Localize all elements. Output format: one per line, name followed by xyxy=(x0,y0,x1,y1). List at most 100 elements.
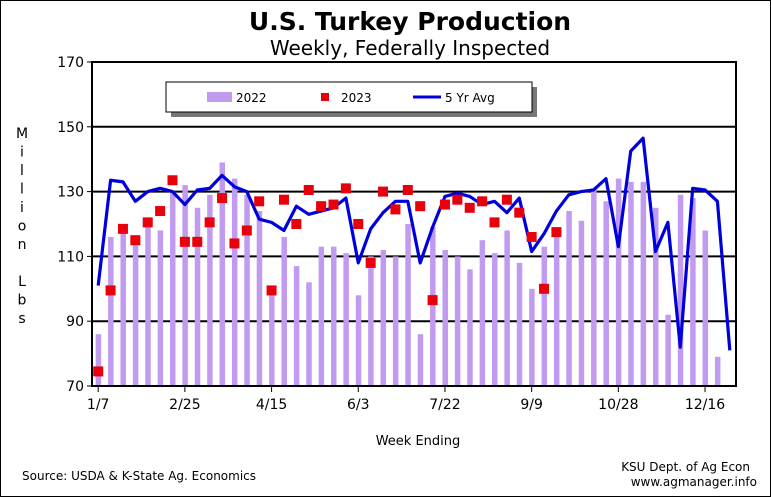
bar xyxy=(430,227,436,386)
x-tick-label: 6/3 xyxy=(347,397,370,413)
bar xyxy=(566,211,572,386)
data-point xyxy=(452,194,463,205)
bar xyxy=(714,356,721,386)
bar xyxy=(269,285,275,386)
plot-border xyxy=(91,61,737,387)
data-point xyxy=(464,202,475,213)
data-point xyxy=(204,217,215,228)
data-point xyxy=(353,219,364,229)
series-line xyxy=(96,136,732,351)
bar xyxy=(653,207,659,386)
bar xyxy=(690,198,696,386)
bar xyxy=(219,162,226,386)
data-point xyxy=(316,201,327,212)
bar xyxy=(182,185,188,386)
x-tick-label: 2/25 xyxy=(169,397,200,413)
y-label-letter: l xyxy=(20,163,24,179)
bar xyxy=(120,230,126,386)
data-point xyxy=(501,194,512,205)
y-tick-label: 170 xyxy=(57,55,84,71)
bar xyxy=(343,253,349,386)
data-point xyxy=(551,227,562,238)
y-tick-label: 90 xyxy=(66,314,84,330)
data-point xyxy=(93,366,104,377)
bar xyxy=(603,201,609,386)
data-point xyxy=(489,217,500,228)
bar xyxy=(417,334,424,386)
bar xyxy=(628,181,634,386)
bar xyxy=(368,256,374,386)
markers-2023 xyxy=(93,175,562,377)
x-tick-label: 7/22 xyxy=(429,397,460,413)
data-point xyxy=(266,285,277,296)
x-tick-label: 9/9 xyxy=(520,397,543,413)
data-point xyxy=(439,199,450,210)
y-label-letter: b xyxy=(18,293,27,309)
bar xyxy=(256,211,263,386)
legend-label-5yr: 5 Yr Avg xyxy=(445,91,495,105)
bar xyxy=(170,191,176,386)
bar xyxy=(331,246,337,386)
bar xyxy=(194,207,201,386)
y-axis-ticks: 70 90 110 130 150 170 xyxy=(57,55,92,395)
bar xyxy=(207,194,213,386)
data-point xyxy=(167,175,178,186)
bar xyxy=(231,178,238,386)
x-tick-label: 12/16 xyxy=(685,397,725,413)
data-point xyxy=(514,207,525,218)
data-point xyxy=(340,183,351,194)
data-point xyxy=(142,217,153,228)
bar xyxy=(529,288,535,386)
data-point xyxy=(427,295,438,306)
y-label-letter: i xyxy=(20,200,24,216)
bar xyxy=(306,282,312,386)
bar xyxy=(591,188,597,386)
bar xyxy=(467,269,473,386)
source-note: Source: USDA & K-State Ag. Economics xyxy=(22,469,256,483)
data-point xyxy=(278,194,289,205)
y-label-letter: o xyxy=(18,219,27,235)
data-point xyxy=(378,186,389,197)
legend-label-2023: 2023 xyxy=(341,91,372,105)
x-tick-label: 1/7 xyxy=(87,397,110,413)
bar xyxy=(405,224,411,386)
bar xyxy=(442,249,448,386)
bar xyxy=(355,295,362,386)
bar xyxy=(492,253,498,386)
line-5yr-avg xyxy=(96,136,732,351)
x-tick-label: 10/28 xyxy=(598,397,638,413)
bar xyxy=(615,178,622,386)
bar xyxy=(281,236,287,386)
data-point xyxy=(229,238,240,249)
bar xyxy=(504,230,510,386)
bar xyxy=(145,220,151,386)
bar xyxy=(380,249,387,386)
bar xyxy=(578,220,585,386)
data-point xyxy=(539,283,550,294)
bar xyxy=(516,262,523,386)
y-tick-label: 150 xyxy=(57,120,84,136)
bar xyxy=(244,194,250,386)
data-point xyxy=(117,223,128,234)
data-point xyxy=(328,199,339,210)
data-point xyxy=(390,204,401,215)
data-point xyxy=(303,184,314,195)
bar xyxy=(479,240,486,386)
bar xyxy=(454,256,461,386)
legend-label-2022: 2022 xyxy=(236,91,267,105)
bar xyxy=(132,240,139,386)
data-point xyxy=(105,285,116,296)
bar xyxy=(95,334,102,386)
data-point xyxy=(526,231,537,242)
data-point xyxy=(155,206,166,217)
data-point xyxy=(291,219,302,229)
credit-line-2: www.agmanager.info xyxy=(631,475,757,489)
y-label-letter: i xyxy=(20,145,24,161)
bar xyxy=(108,236,114,386)
data-point xyxy=(415,201,426,212)
x-axis-label: Week Ending xyxy=(376,434,461,449)
y-tick-label: 110 xyxy=(57,249,84,265)
y-label-letter: l xyxy=(20,182,24,198)
